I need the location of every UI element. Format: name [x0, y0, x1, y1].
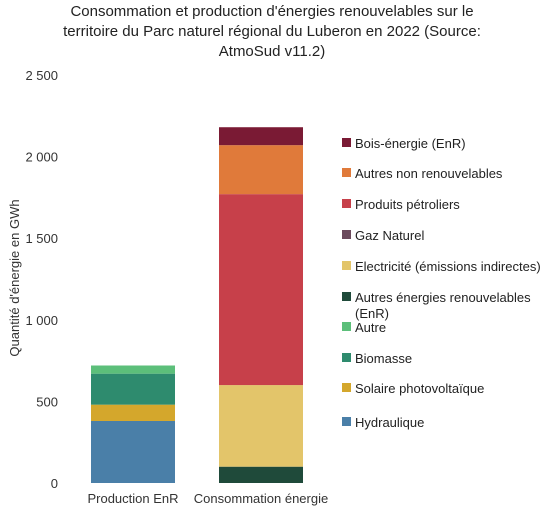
legend-label: Autres non renouvelables	[355, 166, 503, 181]
legend-swatch	[342, 199, 351, 208]
bars	[91, 127, 303, 483]
chart-title-line-1: Consommation et production d'énergies re…	[70, 3, 473, 20]
legend-label: Electricité (émissions indirectes)	[355, 259, 541, 274]
chart-title-line-2: territoire du Parc naturel régional du L…	[63, 23, 481, 40]
legend-swatch	[342, 417, 351, 426]
legend-swatch	[342, 230, 351, 239]
legend-swatch	[342, 322, 351, 331]
chart-title: Consommation et production d'énergies re…	[63, 3, 481, 60]
legend-label: Autres énergies renouvelables (EnR)	[355, 290, 531, 321]
y-tick-label: 0	[51, 476, 58, 491]
x-tick-label: Consommation énergie	[194, 491, 328, 506]
bar-segment	[91, 420, 175, 483]
legend-label: Bois-énergie (EnR)	[355, 136, 466, 151]
bar-segment	[219, 127, 303, 146]
bar-segment	[91, 404, 175, 421]
legend-label: Gaz Naturel	[355, 228, 424, 243]
legend-label: Solaire photovoltaïque	[355, 381, 484, 396]
y-tick-label: 2 000	[25, 150, 58, 165]
legend-swatch	[342, 261, 351, 270]
legend-swatch	[342, 292, 351, 301]
bar-segment	[219, 145, 303, 195]
legend-label: Biomasse	[355, 351, 412, 366]
x-tick-label: Production EnR	[87, 491, 178, 506]
y-axis-ticks: 0 500 1 000 1 500 2 000 2 500	[25, 68, 58, 491]
x-axis-ticks: Production EnR Consommation énergie	[87, 491, 328, 506]
bar-segment	[219, 194, 303, 386]
legend-swatch	[342, 383, 351, 392]
bar-segment	[91, 365, 175, 374]
y-axis-label: Quantité d'énergie en GWh	[7, 199, 22, 356]
y-tick-label: 2 500	[25, 68, 58, 83]
legend-swatch	[342, 353, 351, 362]
legend-swatch	[342, 168, 351, 177]
bar-segment	[219, 466, 303, 483]
legend-swatch	[342, 138, 351, 147]
y-tick-label: 1 000	[25, 313, 58, 328]
legend-label: Produits pétroliers	[355, 197, 460, 212]
legend-label: Hydraulique	[355, 415, 424, 430]
bar-segment	[219, 385, 303, 467]
chart-title-line-3: AtmoSud v11.2)	[219, 43, 325, 60]
legend: Bois-énergie (EnR) Autres non renouvelabl…	[342, 136, 541, 430]
bar-segment	[91, 373, 175, 405]
legend-label: Autre	[355, 320, 386, 335]
y-tick-label: 1 500	[25, 231, 58, 246]
y-tick-label: 500	[36, 394, 58, 409]
